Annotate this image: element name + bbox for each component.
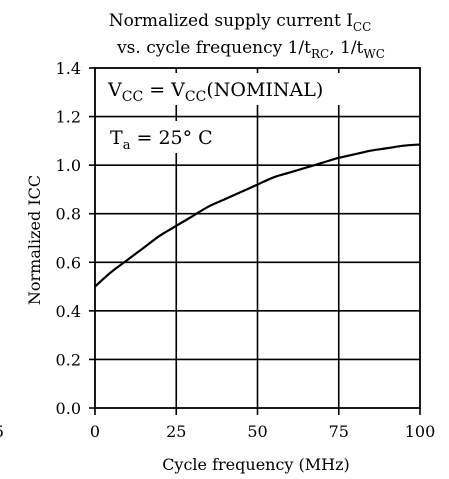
x-tick-label: 0 [90, 422, 100, 441]
y-axis-label: Normalized ICC [25, 175, 44, 305]
x-tick-label: 50 [247, 422, 267, 441]
ta-annotation-bg [103, 121, 234, 153]
y-tick-label: 0.0 [56, 399, 81, 418]
y-tick-label: 0.6 [56, 253, 81, 272]
y-tick-label: 0.4 [56, 302, 81, 321]
plot-frame [94, 67, 421, 409]
x-tick-label: 75 [329, 422, 349, 441]
y-tick-label: 0.2 [56, 350, 81, 369]
tick-marks [89, 67, 421, 415]
y-tick-label: 1.2 [56, 108, 81, 127]
grid [95, 68, 420, 408]
chart-title: Normalized supply current ICC [109, 11, 372, 34]
y-tick-label: 1.0 [56, 156, 81, 175]
x-tick-label: 100 [405, 422, 436, 441]
x-axis-label: Cycle frequency (MHz) [162, 455, 350, 474]
x-tick-labels: 0 25 50 75 100 [90, 422, 435, 441]
y-tick-label: 0.8 [56, 205, 81, 224]
chart-subtitle: vs. cycle frequency 1/tRC, 1/tWC [116, 38, 385, 61]
stray-label: 5 [0, 422, 4, 441]
vcc-annotation: VCC = VCC(NOMINAL) [107, 79, 323, 105]
y-tick-label: 1.4 [56, 59, 81, 78]
ta-annotation: Ta = 25° C [110, 127, 213, 153]
x-tick-label: 25 [166, 422, 186, 441]
series-line [94, 143, 421, 288]
y-tick-labels: 0.0 0.2 0.4 0.6 0.8 1.0 1.2 1.4 [56, 59, 81, 418]
vcc-annotation-bg [103, 73, 365, 105]
